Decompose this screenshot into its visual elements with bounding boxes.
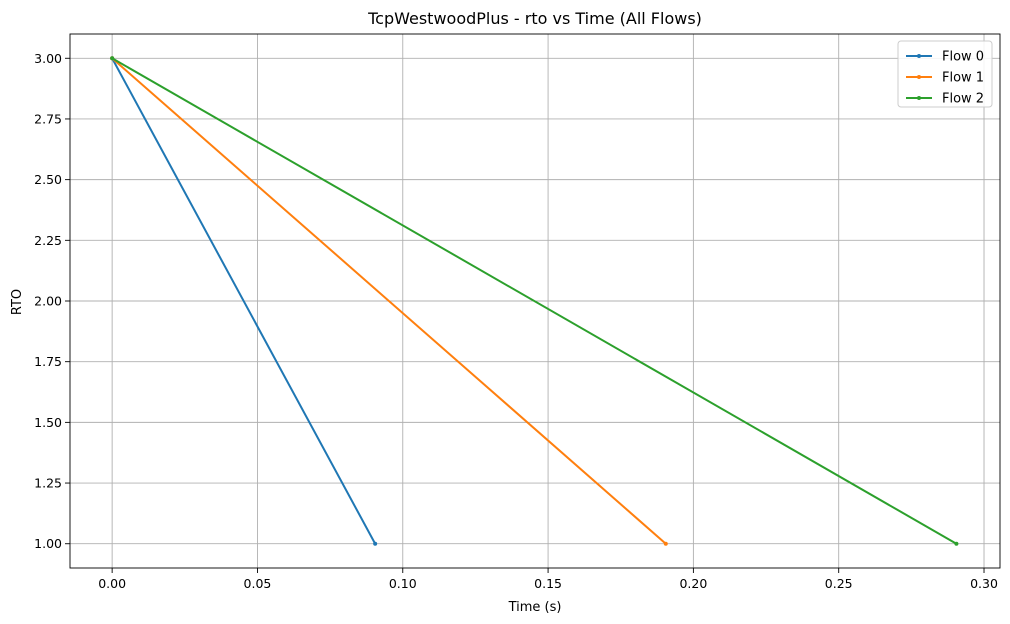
data-point	[110, 56, 115, 61]
legend-item: Flow 2	[906, 92, 984, 107]
y-tick-label: 1.75	[34, 354, 62, 369]
legend-marker	[917, 54, 921, 58]
data-point	[954, 541, 959, 546]
legend-item: Flow 1	[906, 71, 984, 86]
x-axis-ticks: 0.00 0.05 0.10 0.15 0.20 0.25 0.30	[98, 568, 998, 591]
series-line	[111, 57, 667, 545]
grid	[70, 34, 1000, 568]
legend-label: Flow 0	[942, 50, 984, 65]
x-tick-label: 0.10	[389, 576, 417, 591]
x-tick-label: 0.00	[98, 576, 126, 591]
data-point	[663, 541, 668, 546]
x-tick-label: 0.05	[244, 576, 272, 591]
legend-marker	[917, 96, 921, 100]
y-axis-ticks: 1.00 1.25 1.50 1.75 2.00 2.25 2.50 2.75 3.00	[34, 51, 70, 551]
y-axis-label: RTO	[10, 289, 25, 315]
series-line	[111, 57, 377, 545]
y-tick-label: 2.00	[34, 294, 62, 309]
series-flow-2	[110, 56, 959, 546]
y-tick-label: 2.25	[34, 233, 62, 248]
legend-item: Flow 0	[906, 50, 984, 65]
y-tick-label: 2.50	[34, 172, 62, 187]
y-tick-label: 2.75	[34, 111, 62, 126]
x-tick-label: 0.15	[534, 576, 562, 591]
y-tick-label: 1.00	[34, 536, 62, 551]
x-tick-label: 0.25	[825, 576, 853, 591]
y-tick-label: 1.50	[34, 415, 62, 430]
series-layer	[110, 56, 959, 546]
chart-title: TcpWestwoodPlus - rto vs Time (All Flows…	[367, 9, 702, 28]
y-tick-label: 3.00	[34, 51, 62, 66]
x-tick-label: 0.30	[970, 576, 998, 591]
x-tick-label: 0.20	[679, 576, 707, 591]
legend-label: Flow 2	[942, 92, 984, 107]
legend-box	[897, 40, 993, 108]
data-point	[373, 541, 378, 546]
x-axis-label: Time (s)	[508, 600, 562, 615]
legend: Flow 0 Flow 1 Flow 2	[897, 40, 993, 108]
series-line	[111, 57, 957, 545]
legend-marker	[917, 75, 921, 79]
y-tick-label: 1.25	[34, 476, 62, 491]
legend-label: Flow 1	[942, 71, 984, 86]
